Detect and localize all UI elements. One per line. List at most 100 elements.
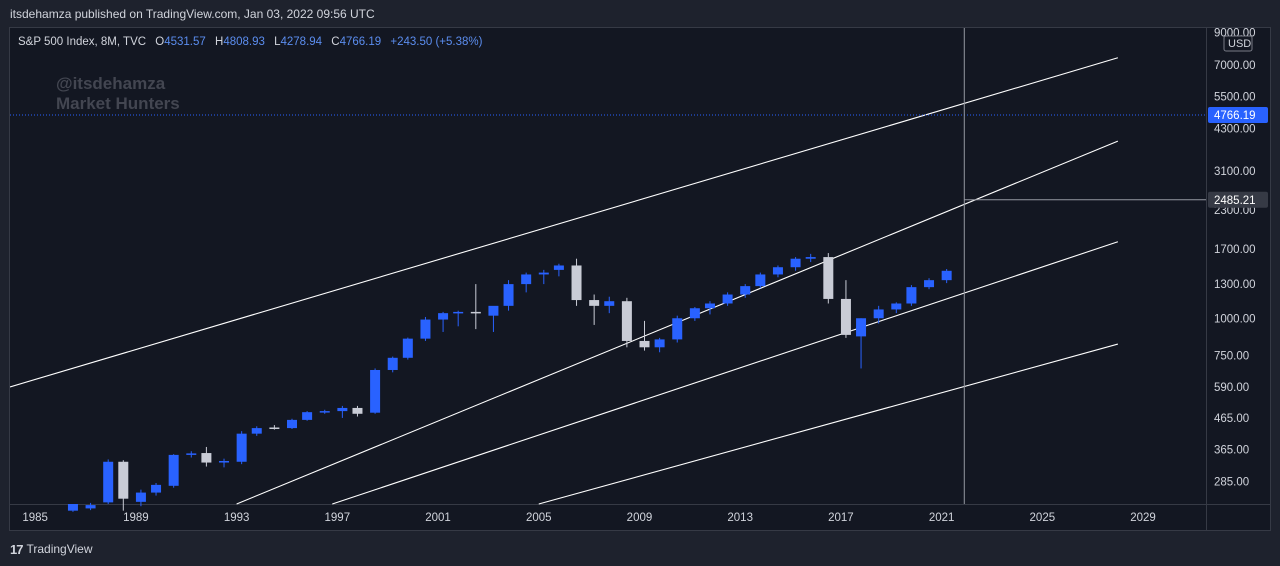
candle-body[interactable] — [67, 504, 78, 511]
candle-body[interactable] — [470, 311, 481, 314]
high-label: H — [215, 36, 224, 48]
candle-body[interactable] — [118, 461, 129, 499]
y-tick-label: 1300.00 — [1214, 279, 1256, 291]
candle-body[interactable] — [521, 274, 532, 285]
candle-body[interactable] — [319, 411, 330, 413]
candle-body[interactable] — [621, 301, 632, 341]
candle-body[interactable] — [790, 258, 801, 268]
candle-body[interactable] — [453, 311, 464, 314]
candle-body[interactable] — [856, 318, 867, 337]
x-tick-label: 1985 — [22, 512, 48, 524]
close-value: 4766.19 — [339, 36, 382, 48]
currency-label: USD — [1228, 38, 1251, 50]
y-tick-label: 5500.00 — [1214, 91, 1256, 103]
candle-body[interactable] — [772, 267, 783, 275]
x-tick-label: 2029 — [1130, 512, 1156, 524]
x-tick-label: 2025 — [1030, 512, 1056, 524]
candle-body[interactable] — [941, 270, 952, 281]
candle-body[interactable] — [337, 407, 348, 412]
y-tick-label: 285.00 — [1214, 477, 1249, 489]
y-tick-label: 4300.00 — [1214, 123, 1256, 135]
candle-body[interactable] — [639, 340, 650, 348]
x-tick-label: 2009 — [627, 512, 653, 524]
x-tick-label: 2013 — [727, 512, 753, 524]
tradingview-logo-icon: 17 — [10, 541, 24, 557]
y-tick-label: 590.00 — [1214, 382, 1249, 394]
x-tick-label: 2021 — [929, 512, 955, 524]
candle-body[interactable] — [370, 369, 381, 413]
candle-body[interactable] — [503, 284, 514, 306]
crosshair-price-tag — [1208, 191, 1268, 208]
currency-box — [1223, 35, 1253, 52]
x-tick-label: 1997 — [325, 512, 351, 524]
candle-body[interactable] — [553, 265, 564, 270]
candle-body[interactable] — [287, 419, 298, 429]
candle-body[interactable] — [538, 272, 549, 275]
candle-body[interactable] — [873, 309, 884, 319]
candle-body[interactable] — [302, 412, 313, 420]
symbol-label: S&P 500 Index, 8M, TVC — [18, 36, 147, 48]
candle-body[interactable] — [488, 305, 499, 316]
candle-body[interactable] — [168, 454, 179, 486]
candle-body[interactable] — [906, 287, 917, 304]
ohlc-legend: S&P 500 Index, 8M, TVC O4531.57 H4808.93… — [18, 36, 482, 48]
watermark: @itsdehamza Market Hunters — [56, 74, 180, 114]
candle-body[interactable] — [402, 338, 413, 358]
candle-body[interactable] — [571, 265, 582, 301]
candle-body[interactable] — [840, 298, 851, 335]
candle-body[interactable] — [201, 453, 212, 463]
candle-body[interactable] — [352, 407, 363, 414]
candle-body[interactable] — [219, 460, 230, 463]
candle-body[interactable] — [251, 428, 262, 434]
y-tick-label: 1700.00 — [1214, 244, 1256, 256]
footer[interactable]: 17 TradingView — [10, 540, 93, 558]
candle-body[interactable] — [689, 308, 700, 319]
candle-body[interactable] — [722, 294, 733, 304]
trend-line-4[interactable] — [538, 343, 1119, 505]
candle-body[interactable] — [186, 453, 197, 455]
open-value: 4531.57 — [164, 36, 206, 48]
candle-body[interactable] — [151, 484, 162, 493]
candle-body[interactable] — [823, 257, 834, 299]
trend-line-1[interactable] — [10, 57, 1119, 388]
candle-body[interactable] — [589, 300, 600, 306]
candle-body[interactable] — [654, 339, 665, 348]
y-tick-label: 1000.00 — [1214, 313, 1256, 325]
candle-body[interactable] — [387, 357, 398, 370]
candle-body[interactable] — [236, 433, 247, 462]
candle-body[interactable] — [924, 280, 935, 288]
y-tick-label: 465.00 — [1214, 413, 1249, 425]
footer-brand[interactable]: TradingView — [26, 542, 93, 556]
candle-body[interactable] — [103, 461, 114, 503]
x-tick-label: 2017 — [828, 512, 854, 524]
candle-body[interactable] — [420, 319, 431, 339]
candle-body[interactable] — [704, 303, 715, 309]
candle-body[interactable] — [604, 301, 615, 306]
candle-body[interactable] — [269, 427, 280, 429]
y-tick-label: 9000.00 — [1214, 28, 1256, 39]
trend-line-3[interactable] — [332, 241, 1119, 505]
watermark-line-2: Market Hunters — [56, 94, 180, 113]
chart-canvas[interactable]: 285.00 365.00 465.00 590.00 750.00 1000.00 130… — [10, 28, 1271, 531]
candle-body[interactable] — [438, 313, 449, 320]
candle-body[interactable] — [891, 303, 902, 310]
chart-panel[interactable]: 285.00 365.00 465.00 590.00 750.00 1000.00 130… — [9, 27, 1271, 531]
last-price-label: 4766.19 — [1214, 110, 1256, 122]
candle-body[interactable] — [85, 505, 96, 509]
last-price-tag — [1208, 107, 1268, 124]
x-tick-label: 2005 — [526, 512, 552, 524]
candle-body[interactable] — [740, 286, 751, 295]
low-value: 4278.94 — [280, 36, 323, 48]
crosshair-price-label: 2485.21 — [1214, 195, 1256, 207]
candle-body[interactable] — [135, 492, 146, 502]
x-tick-label: 1993 — [224, 512, 250, 524]
x-tick-label: 2001 — [425, 512, 451, 524]
x-tick-label: 1989 — [123, 512, 149, 524]
candle-body[interactable] — [805, 257, 816, 259]
low-label: L — [274, 36, 281, 48]
publish-text: itsdehamza published on TradingView.com,… — [10, 7, 375, 21]
candle-body[interactable] — [755, 274, 766, 287]
y-tick-label: 7000.00 — [1214, 60, 1256, 72]
y-tick-label: 2300.00 — [1214, 205, 1256, 217]
candle-body[interactable] — [672, 318, 683, 340]
